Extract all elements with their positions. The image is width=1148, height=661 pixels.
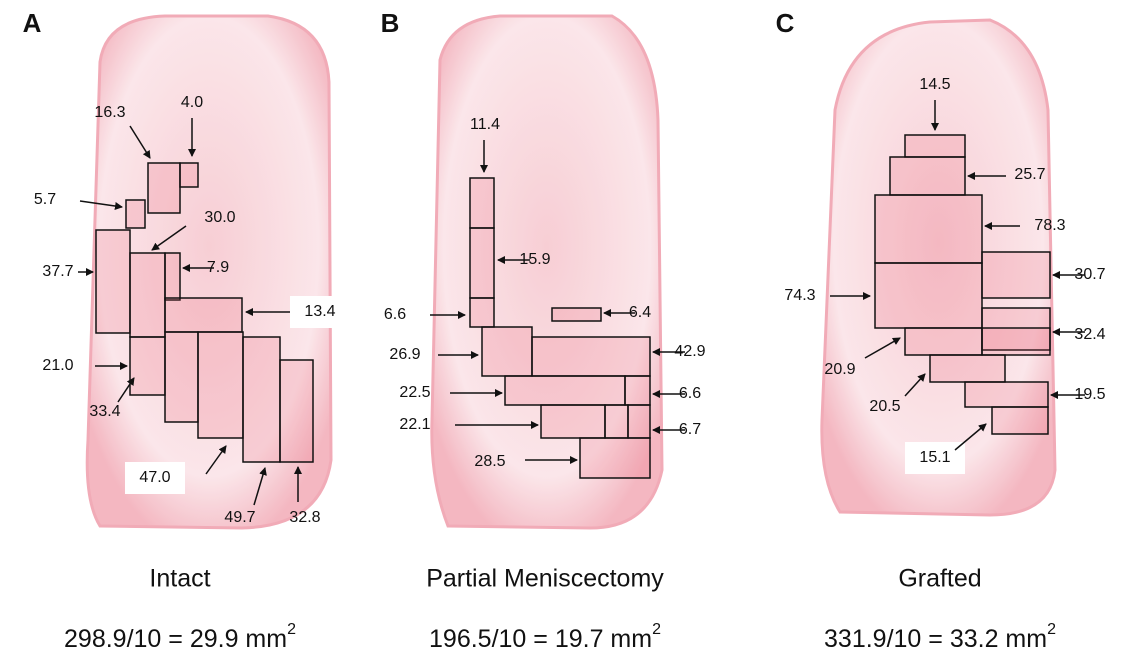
contact-region — [982, 252, 1050, 298]
region-value: 33.4 — [89, 403, 120, 420]
region-value: 26.9 — [389, 346, 420, 363]
region-value: 15.9 — [519, 251, 550, 268]
contact-region — [126, 200, 145, 228]
region-value: 32.8 — [289, 509, 320, 526]
contact-region — [198, 332, 243, 438]
contact-region — [482, 327, 532, 376]
contact-region — [875, 195, 982, 263]
caption: Grafted — [898, 565, 981, 593]
contact-region — [130, 253, 165, 337]
region-value: 7.9 — [207, 259, 229, 276]
region-value: 47.0 — [139, 469, 170, 486]
region-value: 22.1 — [399, 416, 430, 433]
region-value: 11.4 — [470, 116, 500, 133]
formula-superscript: 2 — [652, 621, 661, 638]
region-value: 6.6 — [384, 306, 406, 323]
page: A 16.3 4.0 5.7 30.0 37.7 7.9 13.4 21.0 33.4 47.0 49… — [0, 0, 1148, 661]
formula-superscript: 2 — [287, 621, 296, 638]
region-value: 42.9 — [674, 343, 705, 360]
contact-region — [905, 135, 965, 157]
contact-region — [625, 376, 650, 405]
panel: C 14.5 25.7 78.3 30.7 74.3 32.4 20.9 20.5 19.5 15.… — [776, 8, 1106, 653]
contact-region — [165, 253, 180, 300]
panel-letter: C — [776, 8, 795, 38]
contact-region — [532, 337, 650, 376]
contact-region — [982, 328, 1050, 355]
caption: Partial Meniscectomy — [426, 565, 664, 593]
formula-text: 196.5/10 = 19.7 mm — [429, 625, 652, 653]
region-value: 20.5 — [869, 398, 900, 415]
region-value: 4.0 — [181, 94, 203, 111]
contact-region — [552, 308, 601, 321]
formula: 196.5/10 = 19.7 mm2 — [429, 621, 661, 652]
region-value: 15.1 — [919, 449, 950, 466]
region-value: 30.0 — [204, 209, 235, 226]
region-value: 6.6 — [679, 385, 701, 402]
region-value: 6.4 — [629, 304, 651, 321]
contact-region — [905, 328, 982, 355]
formula-superscript: 2 — [1047, 621, 1056, 638]
contact-region — [470, 298, 494, 327]
contact-region — [580, 438, 650, 478]
region-value: 20.9 — [824, 361, 855, 378]
contact-region — [96, 230, 130, 333]
contact-region — [992, 407, 1048, 434]
region-value: 78.3 — [1034, 217, 1065, 234]
region-value: 74.3 — [784, 287, 815, 304]
contact-region — [165, 298, 242, 332]
panel: B 11.4 15.9 6.6 6.4 26.9 42.9 22.5 6.6 22.1 6.7 28.… — [381, 8, 706, 653]
region-value: 49.7 — [224, 509, 255, 526]
region-value: 37.7 — [42, 263, 73, 280]
region-value: 19.5 — [1074, 386, 1105, 403]
contact-region — [505, 376, 625, 405]
region-value: 28.5 — [474, 453, 505, 470]
formula: 298.9/10 = 29.9 mm2 — [64, 621, 296, 652]
contact-region — [930, 355, 1005, 382]
contact-region — [890, 157, 965, 195]
panel-letter: A — [23, 8, 42, 38]
formula-text: 331.9/10 = 33.2 mm — [824, 625, 1047, 653]
contact-region — [243, 337, 280, 462]
caption: Intact — [149, 565, 210, 593]
contact-region — [628, 405, 650, 438]
contact-region — [470, 228, 494, 298]
contact-region — [165, 332, 198, 422]
region-value: 21.0 — [42, 357, 73, 374]
region-value: 25.7 — [1014, 166, 1045, 183]
formula-text: 298.9/10 = 29.9 mm — [64, 625, 287, 653]
panel: A 16.3 4.0 5.7 30.0 37.7 7.9 13.4 21.0 33.4 47.0 49… — [23, 8, 350, 653]
contact-region — [541, 405, 605, 438]
contact-region — [965, 382, 1048, 407]
region-value: 16.3 — [94, 104, 125, 121]
contact-region — [130, 337, 165, 395]
figure: A 16.3 4.0 5.7 30.0 37.7 7.9 13.4 21.0 33.4 47.0 49… — [0, 0, 1148, 661]
contact-region — [280, 360, 313, 462]
region-value: 13.4 — [304, 303, 335, 320]
region-value: 5.7 — [34, 191, 56, 208]
contact-region — [875, 263, 982, 328]
region-value: 6.7 — [679, 421, 701, 438]
contact-region — [180, 163, 198, 187]
contact-region — [148, 163, 180, 213]
contact-region — [470, 178, 494, 228]
formula: 331.9/10 = 33.2 mm2 — [824, 621, 1056, 652]
region-value: 30.7 — [1074, 266, 1105, 283]
region-value: 32.4 — [1074, 326, 1105, 343]
panel-letter: B — [381, 8, 400, 38]
region-value: 14.5 — [919, 76, 950, 93]
region-value: 22.5 — [399, 384, 430, 401]
contact-region — [605, 405, 628, 438]
